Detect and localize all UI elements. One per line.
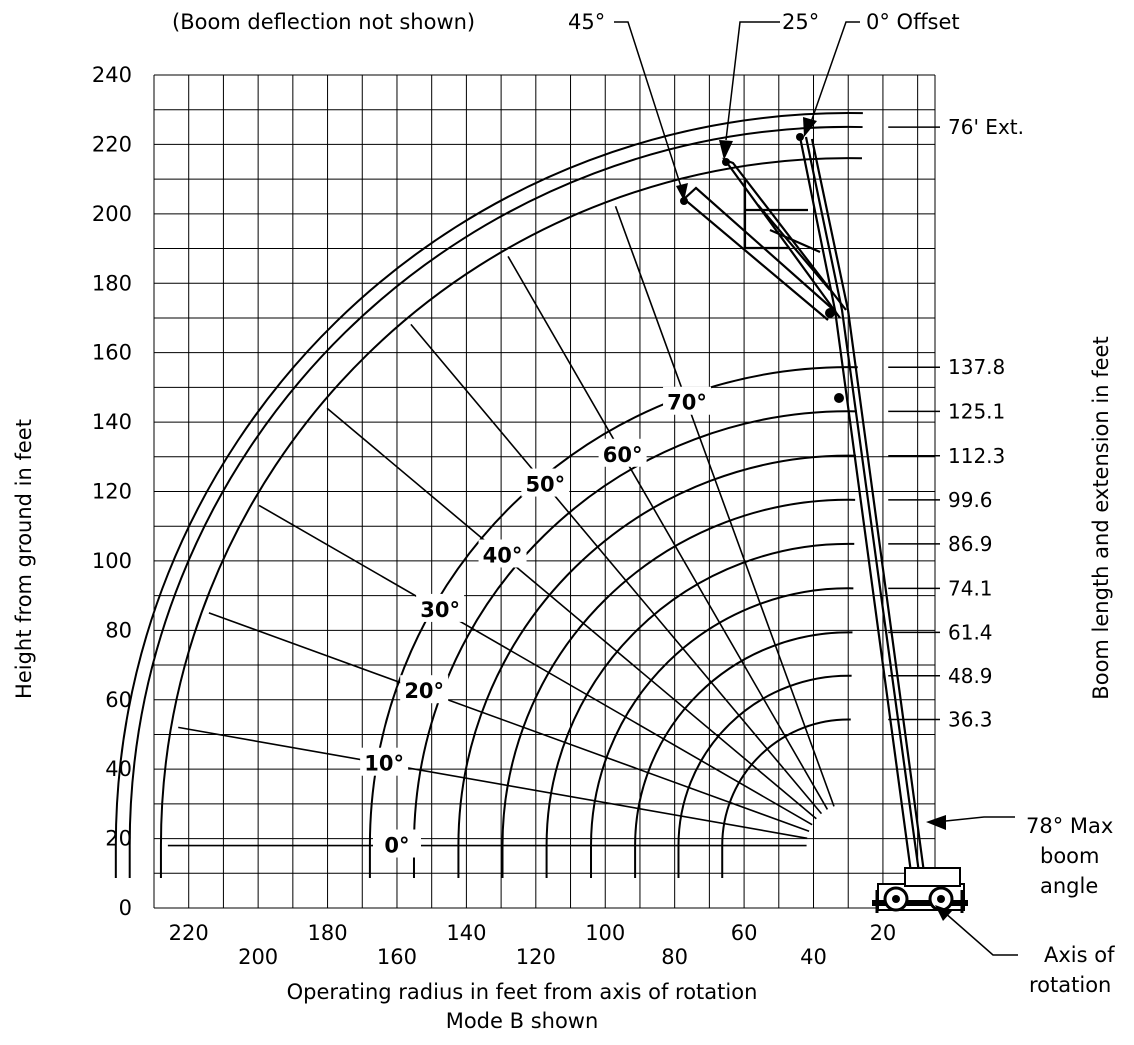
y-tick-label: 20 (105, 827, 132, 851)
axis-of-rotation-callout: Axis of rotation (935, 905, 1115, 997)
boom-angle-label: 70° (667, 391, 707, 415)
boom-length-label: 36.3 (948, 708, 993, 732)
boom-angle-ray (258, 504, 813, 826)
angle-label-bg (416, 593, 465, 622)
boom-length-arc (368, 366, 858, 878)
y-tick-label: 160 (92, 341, 132, 365)
x-tick-label: 120 (516, 945, 556, 969)
y-tick-label: 60 (105, 688, 132, 712)
extension-arc (128, 125, 863, 878)
offset-callouts: 45° 25° 0° Offset (568, 10, 960, 201)
boom-length-arc (412, 410, 857, 878)
y-tick-label: 100 (92, 549, 132, 573)
max-angle-line-3: angle (1040, 874, 1098, 898)
boom-length-label: 112.3 (948, 444, 1005, 468)
grid (153, 74, 936, 909)
x-tick-label: 80 (661, 945, 688, 969)
x-tick-label: 140 (446, 921, 486, 945)
y-tick-label: 220 (92, 132, 132, 156)
boom-length-arcs (114, 112, 863, 878)
boom-length-arc (457, 454, 857, 878)
angle-label-bg (663, 386, 712, 415)
boom-angle-label: 10° (364, 752, 404, 776)
boom-length-arc (634, 631, 853, 878)
boom-angle-ray (326, 407, 817, 820)
angle-label-bg (372, 829, 421, 858)
angle-label-bg (360, 747, 409, 776)
y-tick-label: 140 (92, 410, 132, 434)
x-tick-label: 100 (585, 921, 625, 945)
boom-length-arc (590, 587, 854, 878)
boom-length-arc (545, 542, 855, 878)
boom-length-label: 125.1 (948, 399, 1005, 423)
extension-label: 76' Ext. (948, 115, 1024, 139)
boom-length-label: 48.9 (948, 664, 993, 688)
x-tick-label: 220 (169, 921, 209, 945)
x-tick-label: 160 (377, 945, 417, 969)
y-tick-label: 200 (92, 202, 132, 226)
boom-angle-ray (614, 205, 835, 807)
y-tick-label: 240 (92, 63, 132, 87)
x-tick-label: 20 (870, 921, 897, 945)
offset-45-label: 45° (568, 10, 605, 34)
boom-length-arc (677, 674, 852, 878)
y-tick-label: 180 (92, 271, 132, 295)
extension-arc (159, 157, 862, 878)
angle-label-bg (521, 468, 570, 497)
boom-length-label: 61.4 (948, 620, 993, 644)
offset-0-label: 0° Offset (866, 10, 960, 34)
x-tick-label: 180 (308, 921, 348, 945)
x-tick-labels: 220 180 140 100 60 20 200 160 120 80 40 (169, 921, 897, 969)
boom-angle-label: 0° (384, 834, 409, 858)
x-axis-title: Operating radius in feet from axis of ro… (287, 980, 758, 1004)
boom-length-arc (721, 718, 851, 878)
boom-angle-ray (507, 255, 829, 810)
boom-angle-rays (167, 205, 835, 847)
x-tick-label: 40 (800, 945, 827, 969)
max-angle-line-1: 78° Max (1026, 814, 1113, 838)
boom-length-label: 137.8 (948, 355, 1005, 379)
extension-arc (114, 112, 863, 878)
x-tick-label: 60 (731, 921, 758, 945)
chart-title: (Boom deflection not shown) (172, 10, 475, 34)
crane-carrier-icon (872, 867, 968, 913)
offset-25-label: 25° (782, 10, 819, 34)
y-tick-label: 120 (92, 480, 132, 504)
boom-length-arc (501, 498, 856, 878)
y-axis-title: Height from ground in feet (12, 419, 36, 699)
boom-angle-ray (178, 726, 808, 840)
max-angle-callout: 78° Max boom angle (926, 814, 1113, 898)
angle-label-bg (598, 438, 647, 467)
axis-callout-line-2: rotation (1029, 973, 1111, 997)
x-axis-subtitle: Mode B shown (446, 1009, 599, 1033)
boom-angle-ray (208, 612, 810, 833)
max-angle-line-2: boom (1040, 844, 1099, 868)
y2-axis-title: Boom length and extension in feet (1089, 336, 1113, 699)
boom-angle-label: 30° (420, 598, 460, 622)
angle-label-bg (400, 675, 449, 704)
boom-and-jib-drawing (680, 133, 927, 881)
boom-angle-label: 40° (483, 543, 523, 567)
boom-angle-label: 60° (603, 443, 643, 467)
y-tick-label: 80 (105, 618, 132, 642)
y-tick-label: 0 (119, 896, 132, 920)
angle-label-bg (478, 539, 527, 568)
boom-length-label: 86.9 (948, 532, 993, 556)
boom-length-label: 74.1 (948, 576, 993, 600)
boom-angle-ray (410, 323, 823, 815)
boom-angle-labels: 0° 10° 20° 30° 40° 50° 60° 70° (360, 386, 712, 858)
boom-length-label: 99.6 (948, 488, 993, 512)
boom-angle-label: 20° (404, 679, 444, 703)
axis-callout-line-1: Axis of (1044, 943, 1115, 967)
boom-angle-label: 50° (525, 473, 565, 497)
boom-length-labels: 36.3 48.9 61.4 74.1 86.9 99.6 112.3 125.1 137.8 7… (888, 115, 1024, 732)
x-tick-label: 200 (238, 945, 278, 969)
